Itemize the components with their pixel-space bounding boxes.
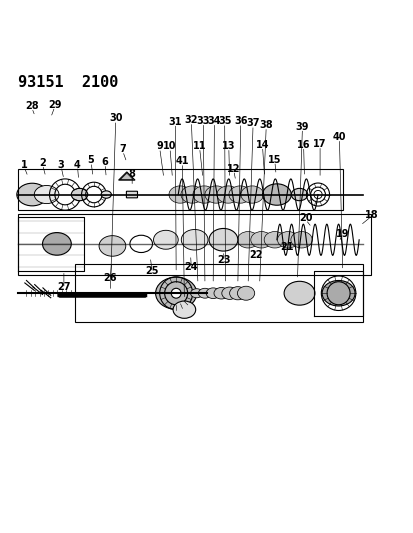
Ellipse shape <box>209 229 237 251</box>
Text: 32: 32 <box>184 115 198 125</box>
Ellipse shape <box>283 281 314 305</box>
Text: 37: 37 <box>246 118 259 128</box>
Text: 26: 26 <box>103 273 117 283</box>
FancyBboxPatch shape <box>126 191 137 198</box>
Ellipse shape <box>291 188 307 201</box>
Text: 18: 18 <box>364 209 377 220</box>
Ellipse shape <box>173 301 195 318</box>
Text: 20: 20 <box>298 213 312 223</box>
Text: 28: 28 <box>25 101 38 111</box>
Text: 27: 27 <box>57 282 71 292</box>
Polygon shape <box>118 172 135 180</box>
Text: 9: 9 <box>156 141 163 151</box>
Ellipse shape <box>216 186 239 203</box>
Ellipse shape <box>250 231 271 248</box>
Ellipse shape <box>237 286 254 300</box>
Text: 15: 15 <box>268 155 281 165</box>
Ellipse shape <box>229 287 245 300</box>
Text: 22: 22 <box>248 251 262 261</box>
Ellipse shape <box>221 287 237 300</box>
Text: 24: 24 <box>184 262 198 271</box>
Text: 2: 2 <box>39 158 46 168</box>
Ellipse shape <box>99 236 126 256</box>
Text: 21: 21 <box>280 242 293 252</box>
Text: 33: 33 <box>196 116 209 126</box>
Text: 31: 31 <box>168 117 182 127</box>
Ellipse shape <box>43 232 71 255</box>
Text: 35: 35 <box>217 116 231 126</box>
Ellipse shape <box>262 184 291 205</box>
Text: 17: 17 <box>313 139 326 149</box>
Ellipse shape <box>155 277 196 309</box>
Ellipse shape <box>192 186 215 203</box>
Ellipse shape <box>180 186 203 203</box>
Ellipse shape <box>228 186 251 203</box>
Text: 41: 41 <box>175 156 189 166</box>
Ellipse shape <box>290 231 311 248</box>
Text: 38: 38 <box>259 120 272 130</box>
Ellipse shape <box>321 280 354 306</box>
Text: 25: 25 <box>145 265 159 276</box>
Ellipse shape <box>206 288 220 298</box>
Text: 36: 36 <box>233 116 247 126</box>
Text: 14: 14 <box>255 140 268 150</box>
Text: 13: 13 <box>221 141 235 151</box>
Text: 4: 4 <box>74 159 81 169</box>
Text: 93151  2100: 93151 2100 <box>18 75 118 90</box>
Ellipse shape <box>101 191 111 198</box>
Text: 16: 16 <box>296 140 310 150</box>
Text: 6: 6 <box>102 157 108 167</box>
Text: 1: 1 <box>21 159 27 169</box>
Ellipse shape <box>277 231 298 248</box>
Text: 29: 29 <box>48 100 62 110</box>
Text: 11: 11 <box>192 141 206 151</box>
Text: 10: 10 <box>163 141 176 151</box>
Text: 7: 7 <box>119 144 126 154</box>
Ellipse shape <box>204 186 227 203</box>
Text: 12: 12 <box>226 164 240 174</box>
Ellipse shape <box>198 288 211 298</box>
Text: 19: 19 <box>335 229 349 239</box>
Ellipse shape <box>153 230 178 249</box>
Circle shape <box>171 288 180 298</box>
Text: 3: 3 <box>57 159 64 169</box>
Text: 8: 8 <box>128 169 135 179</box>
Text: 34: 34 <box>207 116 221 126</box>
Ellipse shape <box>240 186 263 203</box>
Text: 5: 5 <box>88 156 94 165</box>
Text: 40: 40 <box>332 132 345 142</box>
Ellipse shape <box>237 231 258 248</box>
Text: 23: 23 <box>217 255 230 264</box>
Ellipse shape <box>263 231 285 248</box>
Ellipse shape <box>181 230 207 250</box>
Ellipse shape <box>169 186 191 203</box>
Ellipse shape <box>190 289 202 298</box>
Ellipse shape <box>214 287 228 299</box>
Ellipse shape <box>71 188 88 201</box>
Circle shape <box>313 190 321 199</box>
Text: 39: 39 <box>295 122 309 132</box>
Ellipse shape <box>17 183 47 206</box>
Text: 30: 30 <box>109 114 122 124</box>
Ellipse shape <box>34 185 59 204</box>
